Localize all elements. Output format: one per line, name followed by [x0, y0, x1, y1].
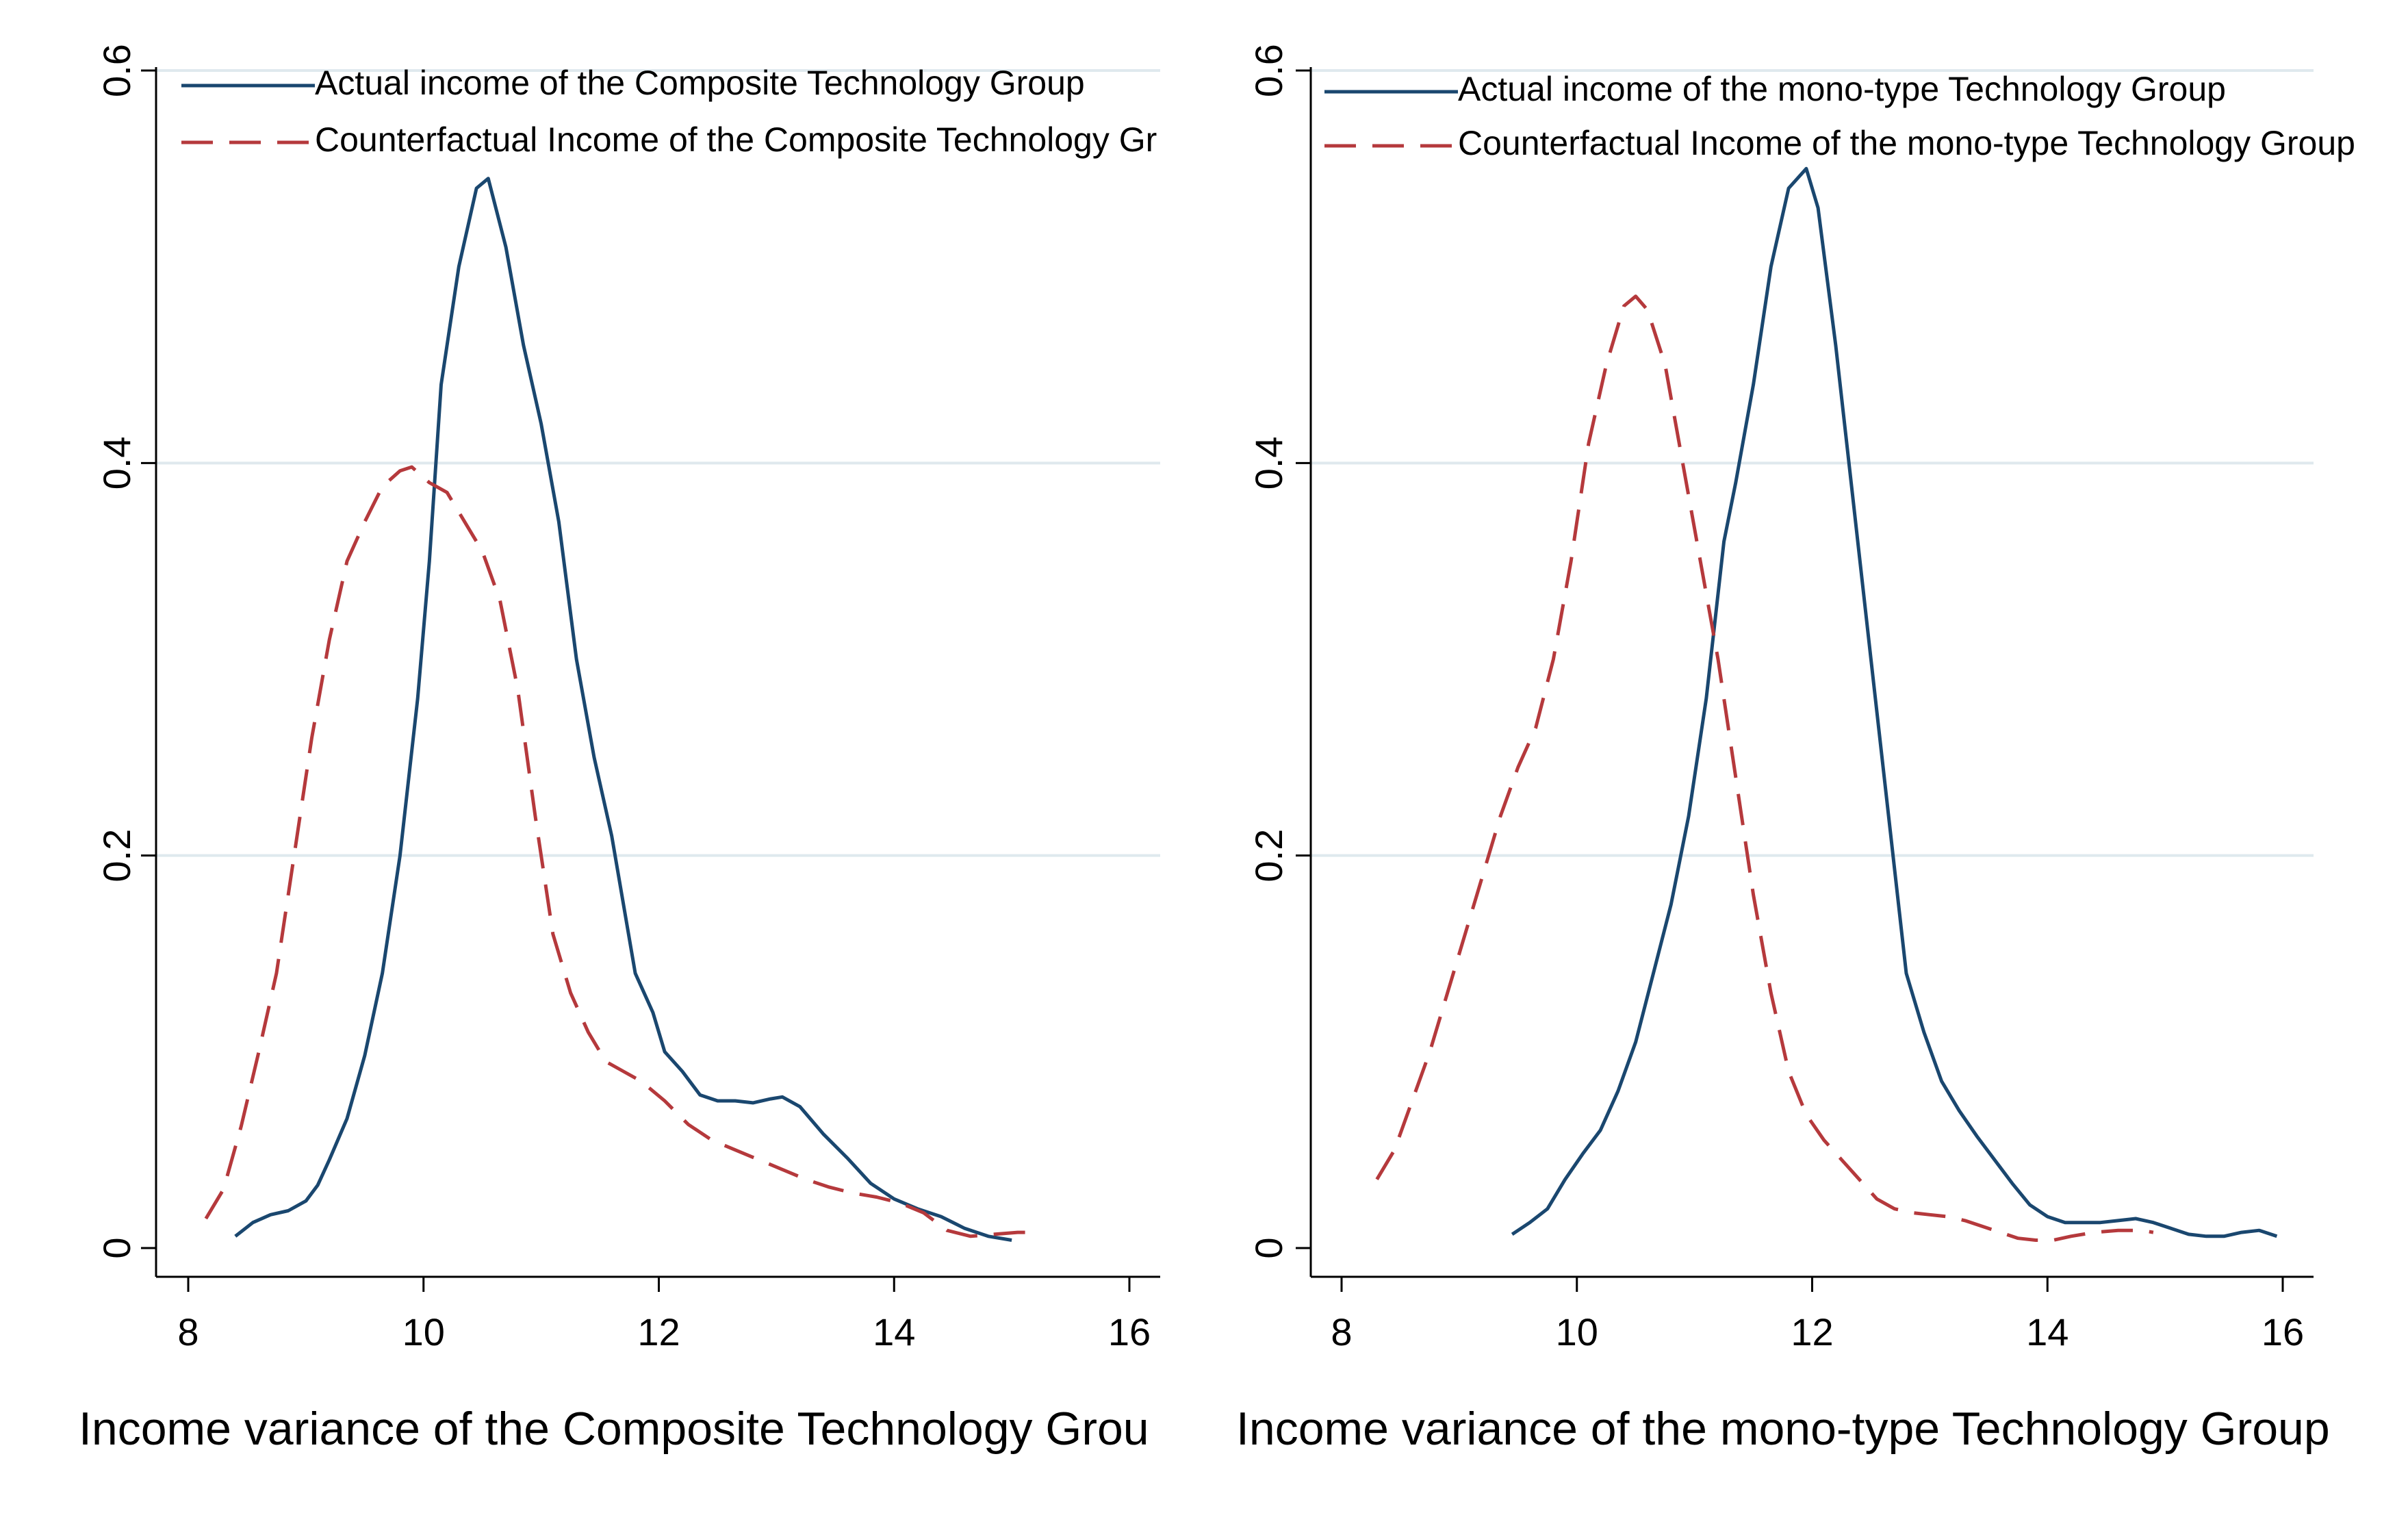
series-line-counterfactual	[204, 465, 1029, 1238]
chart-panel-2: 0 0.2 0.4 0.6 8 10 12 14 16 Income variance of th…	[1236, 44, 2355, 1455]
x-tick-label: 14	[2026, 1310, 2068, 1353]
x-tick-label: 8	[177, 1310, 198, 1353]
y-tick-label: 0.2	[95, 829, 138, 882]
legend: Actual income of the mono-type Technolog…	[1324, 70, 2355, 162]
x-tick-label: 14	[873, 1310, 915, 1353]
x-tick-label: 12	[637, 1310, 680, 1353]
legend: Actual income of the Composite Technolog…	[181, 64, 1157, 159]
series-line-actual	[234, 177, 1012, 1242]
y-tick-label: 0.4	[95, 436, 138, 489]
legend-label-counterfactual: Counterfactual Income of the Composite T…	[315, 120, 1157, 159]
x-tick-label: 16	[1108, 1310, 1151, 1353]
x-tick-label: 16	[2262, 1310, 2304, 1353]
y-tick-label: 0	[1247, 1237, 1290, 1258]
x-axis-title: Income variance of the Composite Technol…	[79, 1403, 1149, 1455]
series-line-actual	[1511, 166, 2278, 1238]
y-tick-label: 0	[95, 1237, 138, 1258]
x-tick-label: 10	[402, 1310, 445, 1353]
x-tick-label: 8	[1331, 1310, 1352, 1353]
x-tick-label: 10	[1556, 1310, 1598, 1353]
y-tick-label: 0.6	[95, 44, 138, 97]
legend-label-actual: Actual income of the mono-type Technolog…	[1458, 70, 2226, 108]
y-tick-label: 0.4	[1247, 436, 1290, 489]
chart-panel-1: 0 0.2 0.4 0.6 8 10 12 14 16 Income variance of th…	[79, 44, 1160, 1455]
legend-label-counterfactual: Counterfactual Income of the mono-type T…	[1458, 124, 2355, 162]
x-tick-label: 12	[1791, 1310, 1833, 1353]
legend-label-actual: Actual income of the Composite Technolog…	[315, 64, 1085, 102]
y-tick-label: 0.2	[1247, 829, 1290, 882]
x-axis-title: Income variance of the mono-type Technol…	[1236, 1403, 2330, 1455]
y-tick-label: 0.6	[1247, 44, 1290, 97]
series-line-counterfactual	[1375, 294, 2154, 1242]
